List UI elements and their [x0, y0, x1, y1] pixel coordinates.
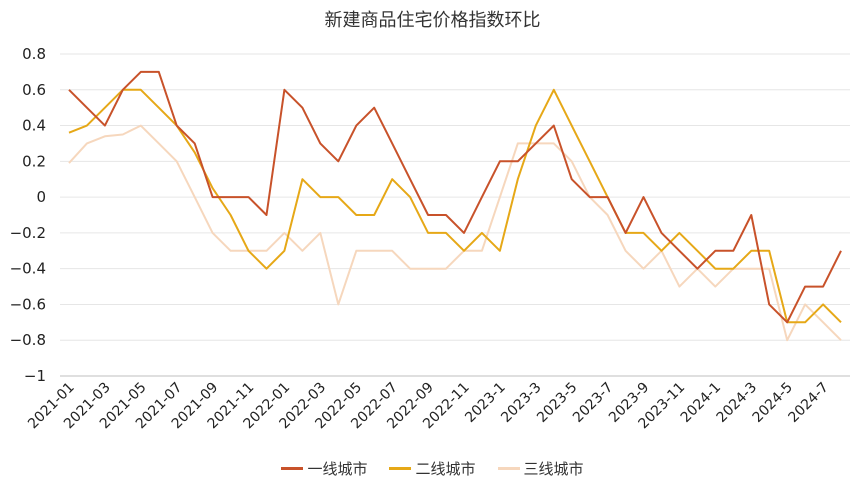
legend-swatch: [497, 467, 520, 470]
legend-item: 二线城市: [389, 458, 476, 479]
x-axis-ticks: 2021-012021-032021-052021-072021-092021-…: [25, 380, 832, 433]
legend-swatch: [389, 467, 412, 470]
y-tick-label: 0.4: [22, 117, 46, 135]
series-line: [68, 124, 842, 342]
grid-lines: [60, 53, 850, 377]
chart-title: 新建商品住宅价格指数环比: [324, 10, 541, 31]
y-axis-ticks: 0.8 0.6 0.4 0.2 0 −0.2 −0.4 −0.6 −0.8 −1: [10, 45, 46, 385]
y-tick-label: −0.6: [10, 295, 46, 313]
series-lines: [68, 70, 842, 342]
y-tick-label: −0.2: [10, 224, 46, 242]
legend-label: 二线城市: [415, 460, 476, 478]
legend: 一线城市 二线城市 三线城市: [0, 458, 865, 479]
series-line: [68, 70, 842, 324]
legend-label: 一线城市: [307, 460, 368, 478]
y-tick-label: −0.8: [10, 331, 46, 349]
legend-item: 三线城市: [497, 458, 584, 479]
y-tick-label: −0.4: [10, 260, 46, 278]
legend-item: 一线城市: [281, 458, 367, 479]
y-tick-label: 0.6: [22, 81, 46, 99]
y-tick-label: 0: [36, 188, 46, 206]
y-tick-label: −1: [24, 367, 46, 385]
x-tick-label: 2024-7: [786, 380, 832, 426]
legend-label: 三线城市: [523, 460, 584, 478]
series-line: [68, 88, 842, 324]
y-tick-label: 0.2: [22, 152, 46, 170]
y-tick-label: 0.8: [22, 45, 46, 63]
legend-swatch: [281, 467, 304, 470]
